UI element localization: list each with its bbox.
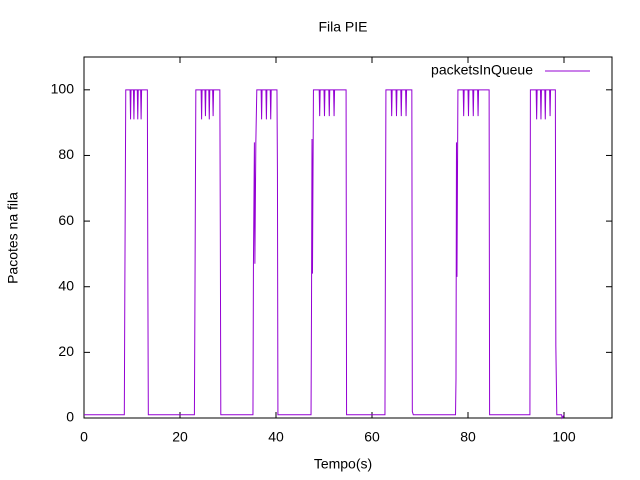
plot-frame [83,56,613,419]
y-tick-label: 20 [58,343,74,359]
legend-label: packetsInQueue [431,62,533,78]
x-tick-label: 100 [552,429,576,445]
x-tick-label: 0 [80,429,88,445]
y-tick-label: 80 [58,146,74,162]
x-tick-label: 40 [268,429,284,445]
y-tick-label: 100 [51,81,75,97]
y-axis-label: Pacotes na fila [5,192,21,284]
x-axis-label: Tempo(s) [314,456,372,472]
chart-title: Fila PIE [318,19,367,35]
x-tick-label: 80 [460,429,476,445]
y-tick-label: 40 [58,277,74,293]
data-line [84,89,565,420]
x-tick-label: 60 [364,429,380,445]
x-tick-label: 20 [172,429,188,445]
y-tick-label: 0 [66,409,74,425]
y-tick-label: 60 [58,212,74,228]
